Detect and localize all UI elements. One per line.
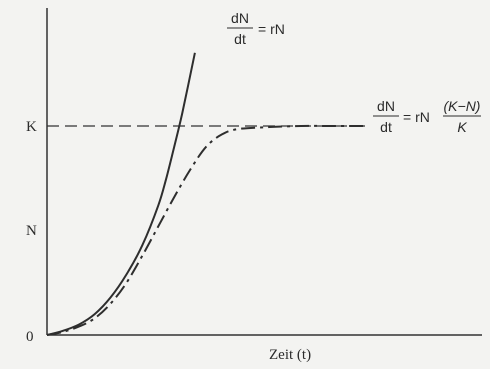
x-axis-label: Zeit (t) bbox=[269, 347, 311, 363]
y-tick-label-0: 0 bbox=[26, 329, 34, 345]
eq1-denominator: dt bbox=[234, 31, 246, 47]
eq2-frac-denominator: K bbox=[457, 119, 467, 135]
exponential-equation-label: dN dt = rN bbox=[227, 10, 285, 47]
y-tick-label-n: N bbox=[26, 223, 37, 239]
y-tick-label-k: K bbox=[26, 119, 37, 135]
eq2-numerator: dN bbox=[377, 98, 395, 114]
eq1-rhs: = rN bbox=[258, 21, 285, 37]
eq2-rhs: = rN bbox=[403, 109, 430, 125]
eq2-denominator: dt bbox=[380, 119, 392, 135]
logistic-equation-label: dN dt = rN (K−N) K bbox=[373, 98, 481, 135]
logistic-growth-line bbox=[46, 124, 365, 336]
eq2-frac-numerator: (K−N) bbox=[444, 98, 481, 114]
exponential-growth-line bbox=[46, 52, 196, 336]
eq1-numerator: dN bbox=[231, 10, 249, 26]
